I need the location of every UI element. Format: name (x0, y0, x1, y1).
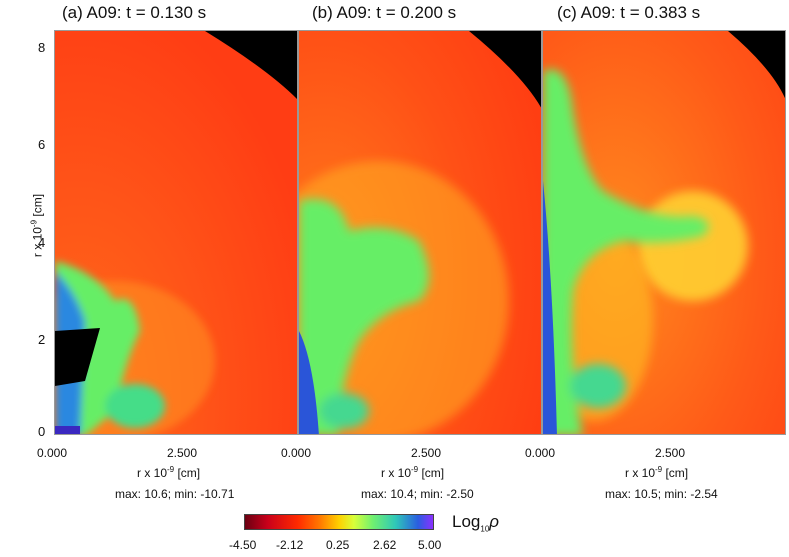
y-tick-label: 8 (38, 40, 46, 55)
colorbar-tick: 0.25 (326, 538, 350, 552)
colorbar-tick: -2.12 (276, 538, 304, 552)
panel-a-heatmap (54, 30, 298, 435)
panel-c-x-label: r x 10-9 [cm] (625, 465, 689, 480)
y-tick-label: 4 (38, 235, 46, 250)
x-tick-label: 2.500 (411, 446, 442, 460)
panel-b-stats: max: 10.4; min: -2.50 (361, 487, 474, 501)
y-axis-label: r x 10-9 [cm] (29, 193, 45, 258)
colorbar (244, 514, 434, 530)
panel-b-x-label: r x 10-9 [cm] (381, 465, 445, 480)
colorbar-label: Log10ρ (452, 512, 500, 534)
colorbar-tick: 2.62 (373, 538, 397, 552)
panel-c-heatmap (542, 30, 786, 435)
colorbar-tick: -4.50 (229, 538, 257, 552)
panel-b-heatmap (298, 30, 542, 435)
x-tick-label: 0.000 (37, 446, 68, 460)
colorbar-tick: 5.00 (418, 538, 442, 552)
panel-a-x-label: r x 10-9 [cm] (137, 465, 201, 480)
x-tick-label: 2.500 (167, 446, 198, 460)
panel-a-title: (a) A09: t = 0.130 s (62, 3, 207, 22)
panel-c-stats: max: 10.5; min: -2.54 (605, 487, 718, 501)
panel-b-title: (b) A09: t = 0.200 s (312, 3, 457, 22)
x-tick-label: 2.500 (655, 446, 686, 460)
panel-c-title: (c) A09: t = 0.383 s (557, 3, 701, 22)
panel-a-stats: max: 10.6; min: -10.71 (115, 487, 235, 501)
y-tick-label: 0 (38, 424, 46, 439)
y-tick-label: 2 (38, 332, 46, 347)
x-tick-label: 0.000 (281, 446, 312, 460)
x-tick-label: 0.000 (525, 446, 556, 460)
y-tick-label: 6 (38, 137, 46, 152)
